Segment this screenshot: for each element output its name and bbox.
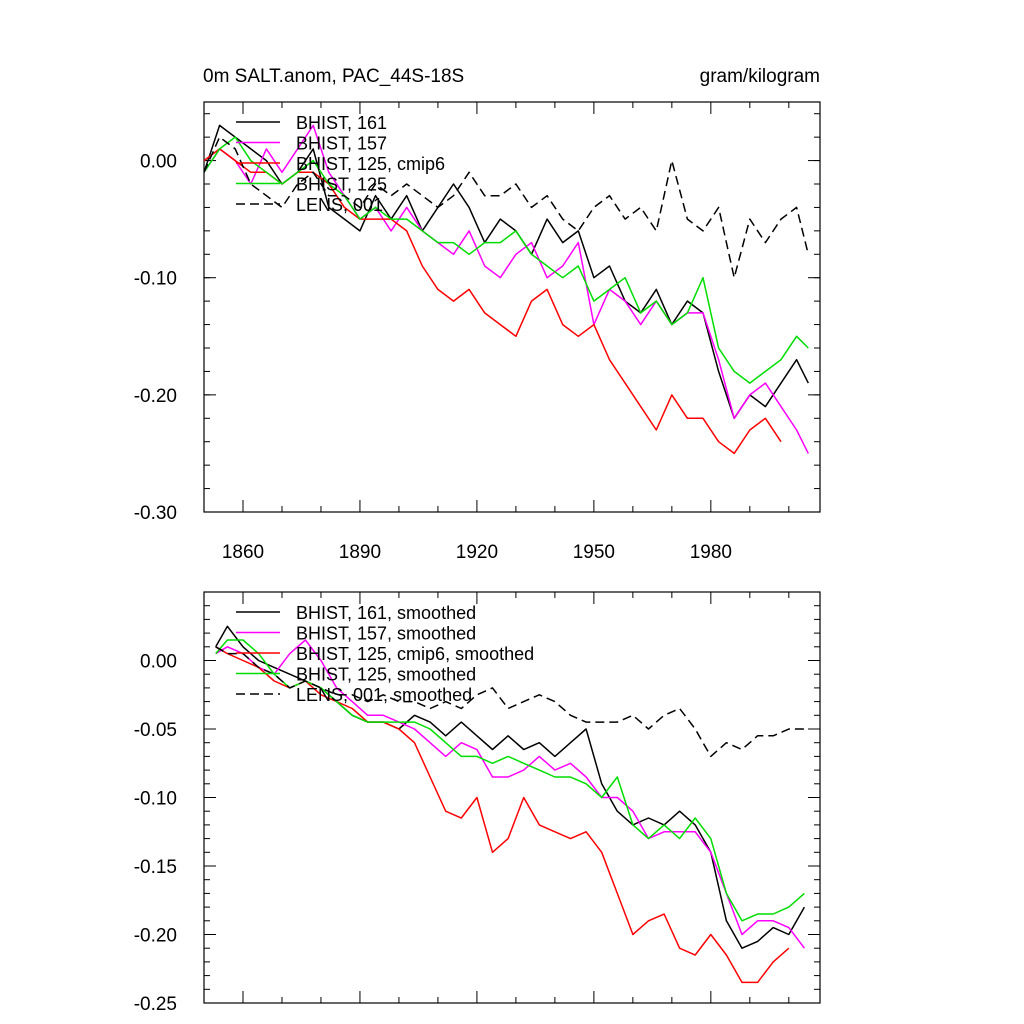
legend-label: LENS, 001 <box>296 195 383 215</box>
x-tick-label: 1920 <box>456 542 498 563</box>
series-line-2 <box>215 639 805 949</box>
y-tick-label: -0.05 <box>134 720 177 741</box>
y-tick-label: -0.10 <box>134 789 177 810</box>
x-tick-label: 1980 <box>690 542 732 563</box>
legend-label: BHIST, 161, smoothed <box>296 603 476 623</box>
legend-label: BHIST, 157, smoothed <box>296 624 476 644</box>
legend-label: BHIST, 125, cmip6, smoothed <box>296 644 534 664</box>
series-line-3 <box>203 148 782 455</box>
top-panel: 0m SALT.anom, PAC_44S-18S gram/kilogram … <box>134 66 821 563</box>
series-line-5 <box>215 646 805 758</box>
top-panel-units: gram/kilogram <box>700 66 820 87</box>
top-panel-title: 0m SALT.anom, PAC_44S-18S <box>203 66 464 87</box>
y-tick-label: -0.10 <box>134 269 177 290</box>
legend-label: BHIST, 157 <box>296 134 387 154</box>
series-line-1 <box>203 124 809 420</box>
y-tick-label: -0.25 <box>134 994 177 1015</box>
x-tick-label: 1890 <box>339 542 381 563</box>
legend-label: BHIST, 125, smoothed <box>296 665 476 685</box>
x-tick-label: 1950 <box>573 542 615 563</box>
legend-label: LENS, 001, smoothed <box>296 685 472 705</box>
x-tick-label: 1860 <box>222 542 264 563</box>
y-tick-label: -0.20 <box>134 386 177 407</box>
series-line-2 <box>203 124 809 454</box>
y-tick-label: -0.20 <box>134 926 177 947</box>
series-line-5 <box>203 136 810 279</box>
plot-frame <box>203 101 821 513</box>
legend-label: BHIST, 161 <box>296 113 387 133</box>
y-tick-label: -0.30 <box>134 503 177 524</box>
series-line-3 <box>215 646 790 984</box>
series-line-4 <box>203 136 809 384</box>
bottom-panel: 0.00 -0.05 -0.10 -0.15 -0.20 -0.25 BHIST, 161,… <box>134 591 821 1015</box>
series-line-4 <box>215 639 805 922</box>
y-tick-label: 0.00 <box>140 152 177 173</box>
legend-label: BHIST, 125 <box>296 175 387 195</box>
y-tick-label: -0.15 <box>134 857 177 878</box>
y-tick-label: 0.00 <box>140 652 177 673</box>
legend-label: BHIST, 125, cmip6 <box>296 154 445 174</box>
